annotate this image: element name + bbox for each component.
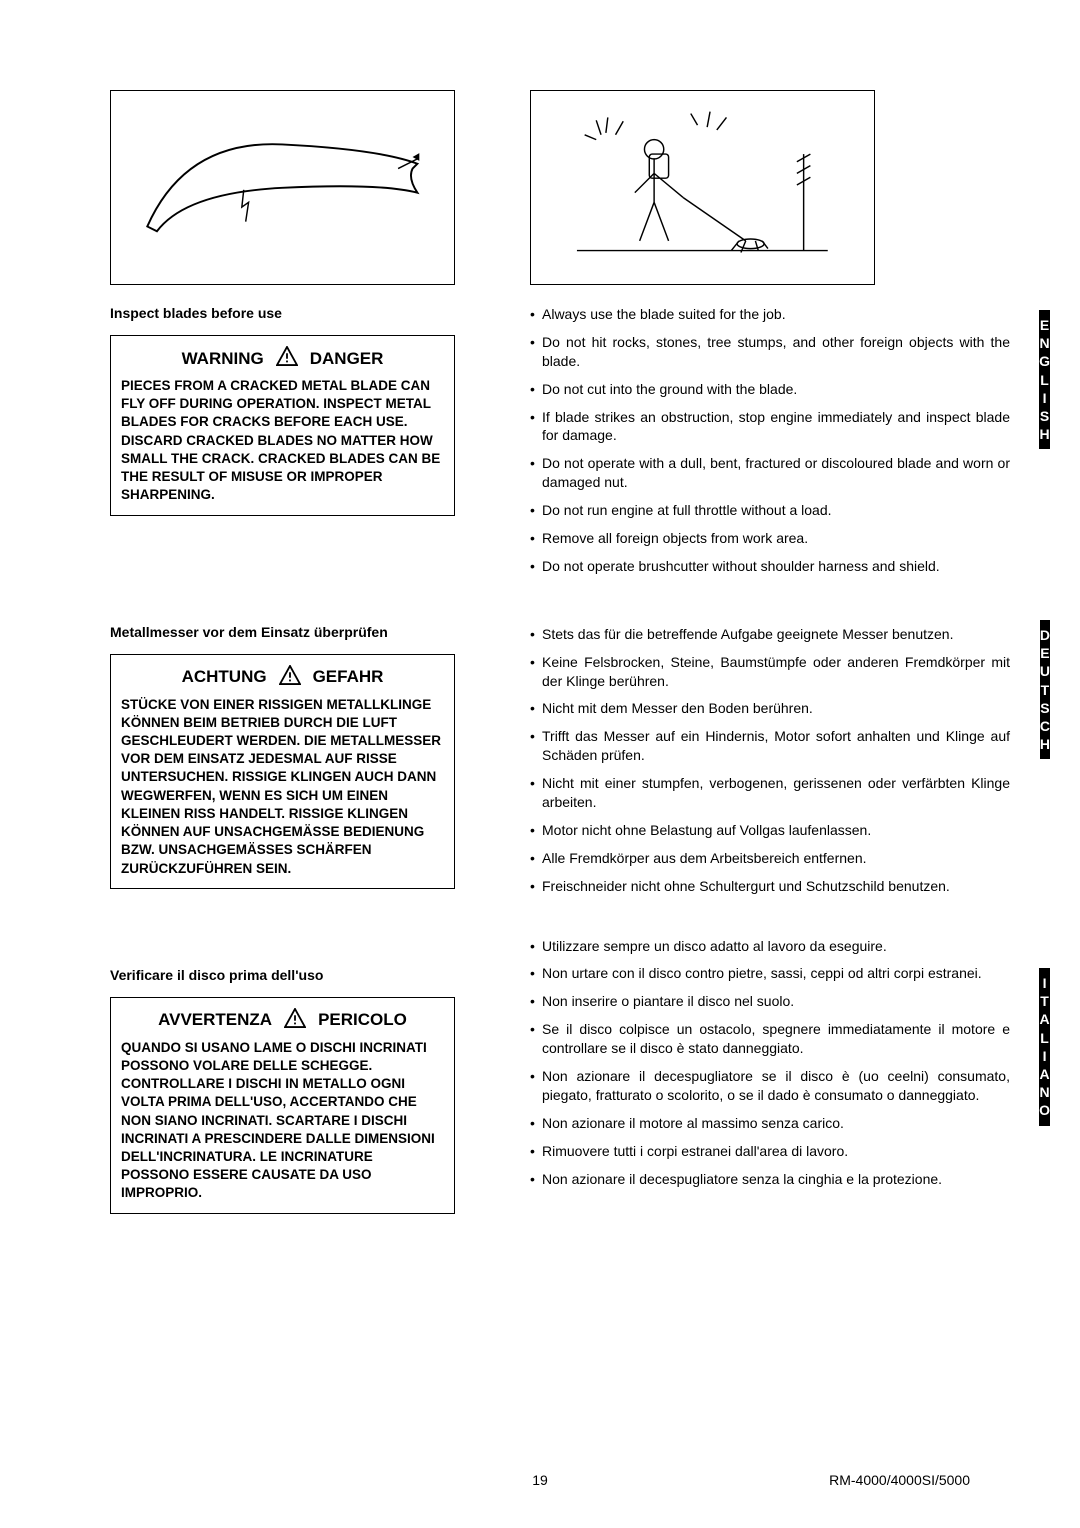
tab-letter: I <box>1039 974 1050 992</box>
tab-letter: N <box>1039 334 1050 352</box>
spacer <box>530 585 1010 625</box>
list-item: Do not operate brushcutter without shoul… <box>530 557 1010 576</box>
usage-scene-illustration <box>548 101 857 275</box>
warning-box-de: ACHTUNG GEFAHR STÜCKE VON EINER RISSIGEN… <box>110 654 455 889</box>
tab-letter: L <box>1039 1029 1050 1047</box>
list-item: Stets das für die betreffende Aufgabe ge… <box>530 625 1010 644</box>
warn-right-label: GEFAHR <box>313 667 384 687</box>
tab-letter: G <box>1039 352 1050 370</box>
warning-header-de: ACHTUNG GEFAHR <box>121 665 444 690</box>
tab-letter: T <box>1039 992 1050 1010</box>
list-item: Non urtare con il disco contro pietre, s… <box>530 964 1010 983</box>
warning-box-it: AVVERTENZA PERICOLO QUANDO SI USANO LAME… <box>110 997 455 1214</box>
tab-letter: I <box>1039 1047 1050 1065</box>
list-item: Trifft das Messer auf ein Hindernis, Mot… <box>530 727 1010 765</box>
right-column: Always use the blade suited for the job.… <box>530 90 1010 1250</box>
tab-letter: E <box>1039 316 1050 334</box>
spacer <box>110 925 490 967</box>
list-item: Non azionare il decespugliatore se il di… <box>530 1067 1010 1105</box>
spacer <box>530 905 1010 937</box>
list-item: Keine Felsbrocken, Steine, Baumstümpfe o… <box>530 653 1010 691</box>
figure-usage-scene <box>530 90 875 285</box>
list-item: Se il disco colpisce un ostacolo, spegne… <box>530 1020 1010 1058</box>
list-item: Do not cut into the ground with the blad… <box>530 380 1010 399</box>
lang-tab-english: E N G L I S H <box>1039 310 1050 449</box>
caption-it: Verificare il disco prima dell'uso <box>110 967 490 983</box>
tab-letter: A <box>1039 1065 1050 1083</box>
list-item: Do not operate with a dull, bent, fractu… <box>530 454 1010 492</box>
tab-letter: H <box>1040 735 1050 753</box>
caption-en: Inspect blades before use <box>110 305 490 321</box>
page-footer: 19 RM-4000/4000SI/5000 <box>0 1472 1080 1488</box>
list-item: Always use the blade suited for the job. <box>530 305 1010 324</box>
list-item: Nicht mit dem Messer den Boden berühren. <box>530 699 1010 718</box>
two-column-layout: Inspect blades before use WARNING DANGER… <box>110 90 1010 1250</box>
bullet-list-it: Utilizzare sempre un disco adatto al lav… <box>530 937 1010 1189</box>
left-column: Inspect blades before use WARNING DANGER… <box>110 90 490 1250</box>
warning-triangle-icon <box>279 665 301 690</box>
blade-crack-illustration <box>128 101 437 275</box>
list-item: Do not hit rocks, stones, tree stumps, a… <box>530 333 1010 371</box>
list-item: Motor nicht ohne Belastung auf Vollgas l… <box>530 821 1010 840</box>
list-item: Do not run engine at full throttle witho… <box>530 501 1010 520</box>
tab-letter: O <box>1039 1101 1050 1119</box>
footer-model: RM-4000/4000SI/5000 <box>829 1472 970 1488</box>
list-item: Nicht mit einer stumpfen, verbogenen, ge… <box>530 774 1010 812</box>
warning-triangle-icon <box>276 346 298 371</box>
warn-right-label: DANGER <box>310 349 384 369</box>
tab-letter: C <box>1040 717 1050 735</box>
tab-letter: T <box>1040 681 1050 699</box>
warning-header-it: AVVERTENZA PERICOLO <box>121 1008 444 1033</box>
list-item: Non azionare il motore al massimo senza … <box>530 1114 1010 1133</box>
caption-de: Metallmesser vor dem Einsatz überprüfen <box>110 624 490 640</box>
list-item: Utilizzare sempre un disco adatto al lav… <box>530 937 1010 956</box>
list-item: Freischneider nicht ohne Schultergurt un… <box>530 877 1010 896</box>
bullet-list-en: Always use the blade suited for the job.… <box>530 305 1010 576</box>
lang-tab-deutsch: D E U T S C H <box>1040 620 1050 759</box>
tab-letter: L <box>1039 371 1050 389</box>
figure-blade-crack <box>110 90 455 285</box>
warning-box-en: WARNING DANGER PIECES FROM A CRACKED MET… <box>110 335 455 516</box>
tab-letter: D <box>1040 626 1050 644</box>
tab-letter: N <box>1039 1083 1050 1101</box>
tab-letter: H <box>1039 425 1050 443</box>
warn-left-label: ACHTUNG <box>182 667 267 687</box>
warning-body-en: PIECES FROM A CRACKED METAL BLADE CAN FL… <box>121 377 444 505</box>
warning-body-it: QUANDO SI USANO LAME O DISCHI INCRINATI … <box>121 1039 444 1203</box>
bullet-list-de: Stets das für die betreffende Aufgabe ge… <box>530 625 1010 896</box>
tab-letter: S <box>1040 699 1050 717</box>
list-item: Non inserire o piantare il disco nel suo… <box>530 992 1010 1011</box>
tab-letter: I <box>1039 389 1050 407</box>
list-item: Non azionare il decespugliatore senza la… <box>530 1170 1010 1189</box>
tab-letter: S <box>1039 407 1050 425</box>
list-item: Rimuovere tutti i corpi estranei dall'ar… <box>530 1142 1010 1161</box>
tab-letter: E <box>1040 644 1050 662</box>
warn-left-label: WARNING <box>182 349 264 369</box>
spacer <box>110 552 490 624</box>
lang-tab-italiano: I T A L I A N O <box>1039 968 1050 1126</box>
tab-letter: A <box>1039 1010 1050 1028</box>
warning-body-de: STÜCKE VON EINER RISSIGEN METALLKLINGE K… <box>121 696 444 878</box>
page-number: 19 <box>532 1472 548 1488</box>
warning-header-en: WARNING DANGER <box>121 346 444 371</box>
list-item: Remove all foreign objects from work are… <box>530 529 1010 548</box>
page-content: Inspect blades before use WARNING DANGER… <box>0 0 1080 1290</box>
list-item: Alle Fremdkörper aus dem Arbeitsbereich … <box>530 849 1010 868</box>
warning-triangle-icon <box>284 1008 306 1033</box>
warn-right-label: PERICOLO <box>318 1010 407 1030</box>
warn-left-label: AVVERTENZA <box>158 1010 272 1030</box>
list-item: If blade strikes an obstruction, stop en… <box>530 408 1010 446</box>
tab-letter: U <box>1040 662 1050 680</box>
